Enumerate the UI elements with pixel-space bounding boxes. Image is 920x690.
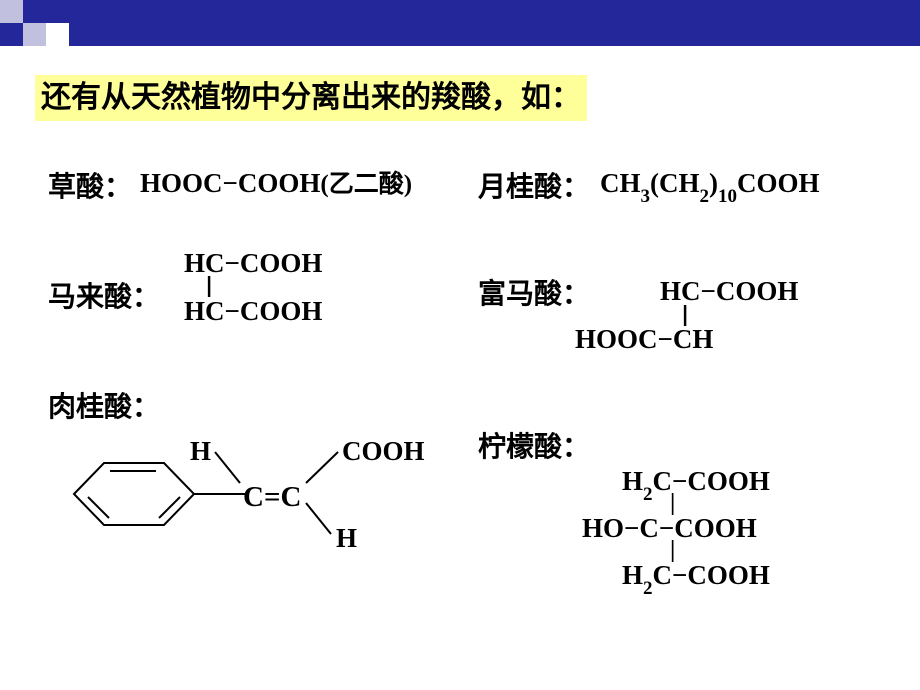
slide: 还有从天然植物中分离出来的羧酸，如： 草酸： HOOC−COOH(乙二酸) 月桂… — [0, 0, 920, 690]
decor-square — [23, 0, 46, 23]
slide-body: 草酸： HOOC−COOH(乙二酸) 月桂酸： CH3(CH2)10COOH 马… — [0, 150, 920, 690]
maleic-line1: HC−COOH — [184, 250, 322, 277]
citric-line1: H2C−COOH — [622, 468, 770, 500]
oxalic-formula-main: HOOC−COOH — [140, 168, 320, 198]
lauric-ch: CH — [600, 168, 641, 198]
citric-label: 柠檬酸： — [478, 425, 590, 465]
decor-square — [46, 23, 69, 46]
lauric-mid2: ) — [709, 168, 718, 198]
fumaric-line1: HC−COOH — [660, 278, 798, 305]
lauric-sub2: 2 — [700, 186, 710, 207]
citric-vbar1-icon: | — [670, 491, 675, 515]
citric-l1sub: 2 — [643, 484, 653, 505]
lauric-sub1: 3 — [641, 186, 651, 207]
oxalic-label: 草酸： — [48, 165, 132, 205]
citric-l1a: H — [622, 466, 643, 496]
citric-l3sub: 2 — [643, 578, 653, 599]
decor-square — [0, 0, 23, 23]
maleic-line2: HC−COOH — [184, 298, 322, 325]
cinnamic-COOH: COOH — [342, 438, 425, 465]
cinnamic-label: 肉桂酸： — [48, 385, 160, 425]
oxalic-formula: HOOC−COOH(乙二酸) — [140, 170, 412, 197]
citric-line3: H2C−COOH — [622, 562, 770, 594]
decor-square — [0, 23, 23, 46]
lauric-suffix: COOH — [737, 168, 820, 198]
top-decor-band — [0, 0, 920, 46]
cinnamic-H-top: H — [190, 438, 211, 465]
oxalic-formula-note: (乙二酸) — [320, 171, 412, 198]
citric-l3a: H — [622, 560, 643, 590]
cinnamic-CeqC: C=C — [243, 483, 301, 512]
lauric-label: 月桂酸： — [478, 165, 590, 205]
citric-vbar2-icon: | — [670, 538, 675, 562]
fumaric-label: 富马酸： — [478, 272, 590, 312]
fumaric-line2: HOOC−CH — [575, 326, 713, 353]
decor-square — [69, 23, 92, 46]
maleic-label: 马来酸： — [48, 275, 160, 315]
citric-l3b: C−COOH — [653, 560, 770, 590]
cinnamic-H-bot: H — [336, 525, 357, 552]
lauric-mid: (CH — [650, 168, 700, 198]
decor-square — [23, 23, 46, 46]
slide-title: 还有从天然植物中分离出来的羧酸，如： — [35, 75, 587, 121]
lauric-sub3: 10 — [718, 186, 737, 207]
lauric-formula: CH3(CH2)10COOH — [600, 170, 820, 202]
